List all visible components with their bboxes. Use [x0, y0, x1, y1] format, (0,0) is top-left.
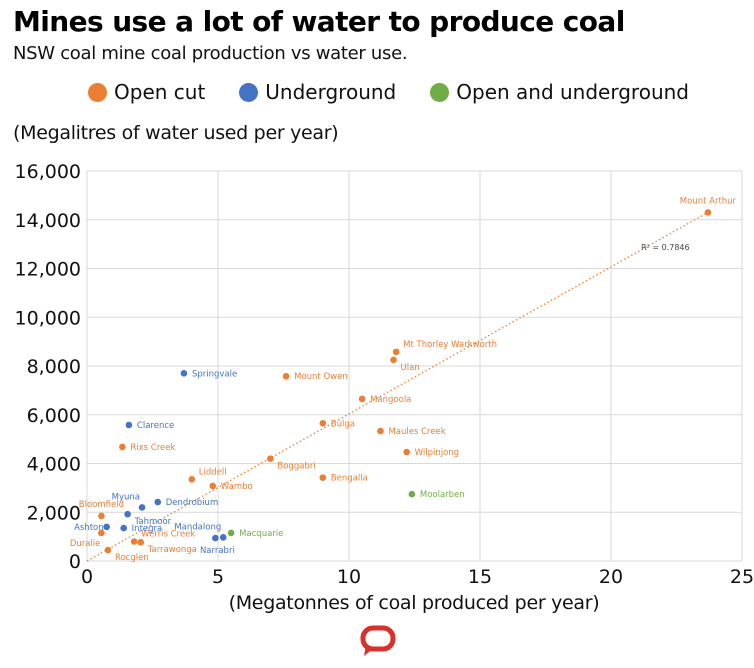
- point-boggabri: [267, 455, 274, 462]
- point-duralie: [98, 529, 105, 537]
- data-label-duralie: Duralie: [70, 539, 101, 549]
- data-label-mandalong: Mandalong: [174, 522, 221, 532]
- point-bulga: [319, 419, 327, 427]
- point-tarrawonga: [137, 538, 145, 546]
- speech-bubble-icon: [360, 625, 396, 663]
- legend-label-open-cut: Open cut: [114, 80, 206, 104]
- point-mount-arthur: [704, 209, 712, 216]
- data-label-moolarben: Moolarben: [420, 490, 465, 500]
- point-rocglen: [104, 546, 112, 554]
- data-points: [98, 209, 712, 554]
- data-label-integra: Integra: [132, 524, 163, 534]
- legend-swatch-open-and-underground: [430, 82, 450, 102]
- point-rixs-creek: [119, 443, 126, 451]
- y-tick-label: 10,000: [15, 307, 81, 329]
- data-label-dendrobium: Dendrobium: [166, 498, 219, 508]
- data-label-bengalla: Bengalla: [331, 474, 368, 484]
- data-label-wambo: Wambo: [221, 482, 253, 492]
- legend-label-open-and-underground: Open and underground: [456, 80, 689, 104]
- point-wilpinjong: [403, 448, 410, 456]
- data-label-maules-creek: Maules Creek: [388, 427, 445, 437]
- point-mandalong: [219, 534, 227, 541]
- data-label-clarence: Clarence: [137, 421, 174, 431]
- point-springvale: [180, 370, 188, 377]
- data-label-mt-thorley-warkworth: Mt Thorley Warkworth: [403, 340, 497, 350]
- data-label-narrabri: Narrabri: [200, 546, 235, 556]
- point-mt-thorley-warkworth: [392, 348, 400, 356]
- data-label-rocglen: Rocglen: [115, 553, 149, 563]
- x-tick-label: 5: [212, 566, 224, 588]
- data-label-mangoola: Mangoola: [370, 395, 411, 405]
- x-tick-label: 20: [599, 566, 623, 588]
- point-myuna: [138, 504, 146, 511]
- x-tick-label: 15: [468, 566, 492, 588]
- data-label-springvale: Springvale: [192, 369, 237, 379]
- data-label-myuna: Myuna: [112, 492, 140, 502]
- point-werris-creek: [130, 538, 138, 545]
- data-label-mount-owen: Mount Owen: [294, 372, 348, 382]
- data-label-tahmoor: Tahmoor: [134, 517, 172, 527]
- point-liddell: [188, 476, 196, 483]
- point-narrabri: [212, 534, 219, 542]
- data-label-ashton: Ashton: [74, 523, 104, 533]
- y-tick-label: 14,000: [15, 210, 81, 232]
- data-label-werris-creek: Werris Creek: [141, 530, 195, 540]
- point-mount-owen: [282, 372, 290, 380]
- legend-item-open-and-underground: Open and underground: [430, 80, 689, 104]
- y-tick-label: 12,000: [15, 259, 81, 281]
- point-ashton: [103, 523, 110, 531]
- x-axis-ticks: 0 5 10 15 20 25: [81, 566, 754, 588]
- data-labels: Mount Arthur Mt Thorley Warkworth Ulan Moun…: [70, 196, 737, 563]
- r-squared-annotation: R² = 0.7846: [641, 243, 690, 252]
- legend-swatch-open-cut: [88, 82, 107, 102]
- point-moolarben: [408, 490, 416, 498]
- point-bengalla: [319, 474, 327, 481]
- y-tick-label: 2,000: [27, 502, 81, 524]
- data-label-macquarie: Macquarie: [239, 529, 283, 539]
- data-label-mount-arthur: Mount Arthur: [680, 196, 737, 206]
- y-axis-label: (Megalitres of water used per year): [13, 122, 339, 144]
- point-wambo: [209, 482, 217, 490]
- trendline: [86, 211, 709, 562]
- legend-item-underground: Underground: [239, 80, 396, 104]
- x-tick-label: 10: [337, 566, 361, 588]
- trendline-group: R² = 0.7846: [86, 211, 709, 562]
- x-axis-label: (Megatonnes of coal produced per year): [228, 592, 600, 614]
- legend-swatch-underground: [239, 82, 259, 102]
- chart-subtitle: NSW coal mine coal production vs water u…: [13, 43, 408, 64]
- y-tick-label: 8,000: [27, 356, 81, 378]
- point-dendrobium: [154, 498, 162, 506]
- y-tick-label: 16,000: [15, 161, 81, 183]
- point-integra: [120, 524, 127, 532]
- y-tick-label: 4,000: [27, 454, 81, 476]
- y-axis-ticks: 0 2,000 4,000 6,000 8,000 10,000 12,000 14,000 1…: [15, 161, 81, 573]
- x-tick-label: 25: [730, 566, 754, 588]
- y-tick-label: 6,000: [27, 405, 81, 427]
- point-ulan: [390, 356, 397, 364]
- point-tahmoor: [124, 510, 131, 518]
- chart-title: Mines use a lot of water to produce coal: [13, 5, 625, 38]
- legend-item-open-cut: Open cut: [88, 80, 205, 104]
- data-label-ulan: Ulan: [401, 363, 420, 373]
- x-tick-label: 0: [81, 566, 93, 588]
- gridlines: [86, 170, 743, 562]
- point-mangoola: [358, 395, 366, 403]
- data-label-bloomfield: Bloomfield: [79, 500, 124, 510]
- legend-label-underground: Underground: [265, 80, 397, 104]
- point-bloomfield: [98, 512, 105, 520]
- y-tick-label: 0: [69, 551, 81, 573]
- point-maules-creek: [377, 427, 384, 435]
- data-label-boggabri: Boggabri: [277, 462, 315, 472]
- data-label-bulga: Bulga: [331, 419, 355, 429]
- data-label-tarrawonga: Tarrawonga: [147, 545, 197, 555]
- data-label-liddell: Liddell: [199, 467, 227, 477]
- legend: Open cut Underground Open and undergroun…: [88, 80, 689, 104]
- point-macquarie: [227, 529, 235, 537]
- point-clarence: [125, 421, 133, 429]
- data-label-rixs-creek: Rixs Creek: [130, 443, 175, 453]
- data-label-wilpinjong: Wilpinjong: [415, 448, 459, 458]
